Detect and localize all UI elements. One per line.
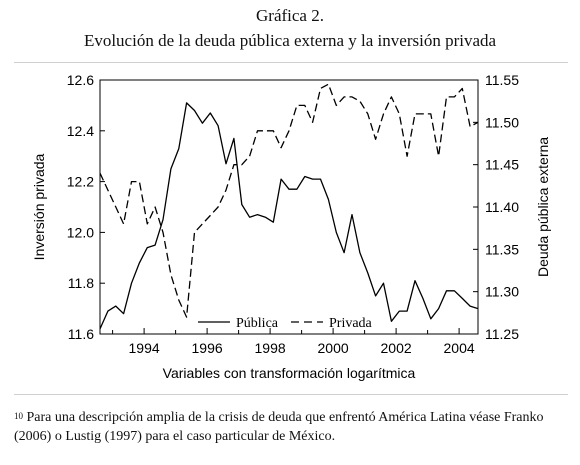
chart-area: 11.6 11.8 12.0 12.2 12.4 12.6 11.25 11.30 11.35…: [31, 72, 551, 381]
left-tick-label: 11.6: [68, 326, 94, 342]
legend-label: Privada: [329, 316, 373, 331]
right-tick-label: 11.45: [485, 157, 519, 173]
right-tick-label: 11.55: [485, 72, 519, 88]
x-tick-label: 2000: [318, 340, 349, 356]
left-tick-label: 12.0: [67, 224, 94, 240]
right-tick-label: 11.35: [485, 241, 519, 257]
series-lines: [99, 83, 479, 330]
bottom-divider: [14, 394, 568, 395]
right-tick-label: 11.25: [485, 326, 519, 342]
footnote-text: Para una descripción amplia de la crisis…: [14, 410, 544, 444]
left-axis-label: Inversión privada: [31, 153, 47, 260]
right-tick-label: 11.50: [485, 114, 519, 130]
left-tick-label: 11.8: [68, 275, 94, 291]
x-tick-label: 1996: [192, 340, 223, 356]
left-tick-label: 12.4: [67, 123, 94, 139]
figure-title: Gráfica 2.: [256, 6, 324, 25]
x-axis: 1994 1996 1998 2000 2002 2004: [112, 328, 475, 356]
x-axis-label: Variables con transformación logarítmica: [163, 365, 416, 381]
x-tick-label: 1994: [129, 340, 160, 356]
left-tick-label: 12.2: [67, 174, 94, 190]
right-axis-label: Deuda pública externa: [535, 137, 551, 277]
x-tick-label: 1998: [255, 340, 286, 356]
right-tick-label: 11.40: [485, 199, 519, 215]
figure-subtitle: Evolución de la deuda pública externa y …: [83, 31, 497, 50]
footnote: 10 Para una descripción amplia de la cri…: [14, 408, 570, 446]
right-axis: 11.25 11.30 11.35 11.40 11.45 11.50 11.55: [473, 72, 519, 342]
left-tick-label: 12.6: [67, 72, 94, 88]
x-tick-label: 2004: [444, 340, 475, 356]
legend: Pública Privada: [198, 316, 373, 331]
series-line-publica: [99, 102, 479, 330]
x-tick-label: 2002: [381, 340, 412, 356]
right-tick-label: 11.30: [485, 284, 519, 300]
top-divider: [14, 62, 568, 63]
left-axis: 11.6 11.8 12.0 12.2 12.4 12.6: [67, 72, 105, 342]
legend-label: Pública: [236, 316, 279, 331]
footnote-marker: 10: [14, 411, 23, 421]
series-line-privada: [99, 83, 479, 318]
